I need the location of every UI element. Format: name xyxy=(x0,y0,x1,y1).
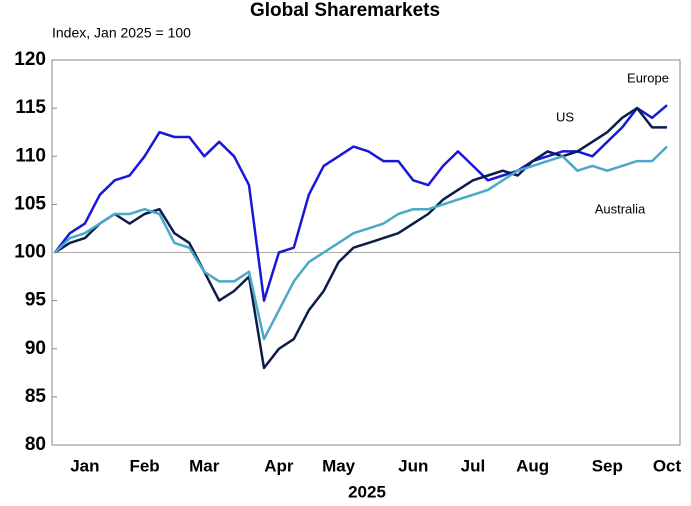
series-label: Europe xyxy=(627,70,669,85)
y-tick-label: 85 xyxy=(25,386,47,407)
x-tick-label: Oct xyxy=(653,456,682,475)
x-tick-label: Aug xyxy=(516,456,549,475)
x-tick-label: Jan xyxy=(70,456,99,475)
y-tick-label: 100 xyxy=(14,242,46,263)
y-tick-label: 90 xyxy=(25,338,46,359)
x-tick-label: Jul xyxy=(461,456,486,475)
y-tick-label: 80 xyxy=(25,434,46,455)
x-tick-label: Apr xyxy=(264,456,294,475)
chart-title: Global Sharemarkets xyxy=(250,0,440,21)
x-axis-title: 2025 xyxy=(348,482,386,501)
y-tick-label: 120 xyxy=(14,49,46,70)
series-label: Australia xyxy=(595,201,646,216)
y-tick-label: 110 xyxy=(15,145,46,166)
y-tick-label: 115 xyxy=(15,97,46,118)
x-tick-label: Feb xyxy=(129,456,159,475)
x-tick-label: Mar xyxy=(189,456,220,475)
x-tick-label: Sep xyxy=(592,456,623,475)
series-line xyxy=(54,104,668,302)
x-tick-label: Jun xyxy=(398,456,428,475)
x-tick-label: May xyxy=(322,456,356,475)
series-line xyxy=(54,145,668,341)
series-line xyxy=(54,106,667,370)
y-tick-label: 105 xyxy=(14,193,46,214)
y-tick-label: 95 xyxy=(25,290,47,311)
chart-subtitle: Index, Jan 2025 = 100 xyxy=(52,25,191,41)
series-label: US xyxy=(556,109,574,124)
